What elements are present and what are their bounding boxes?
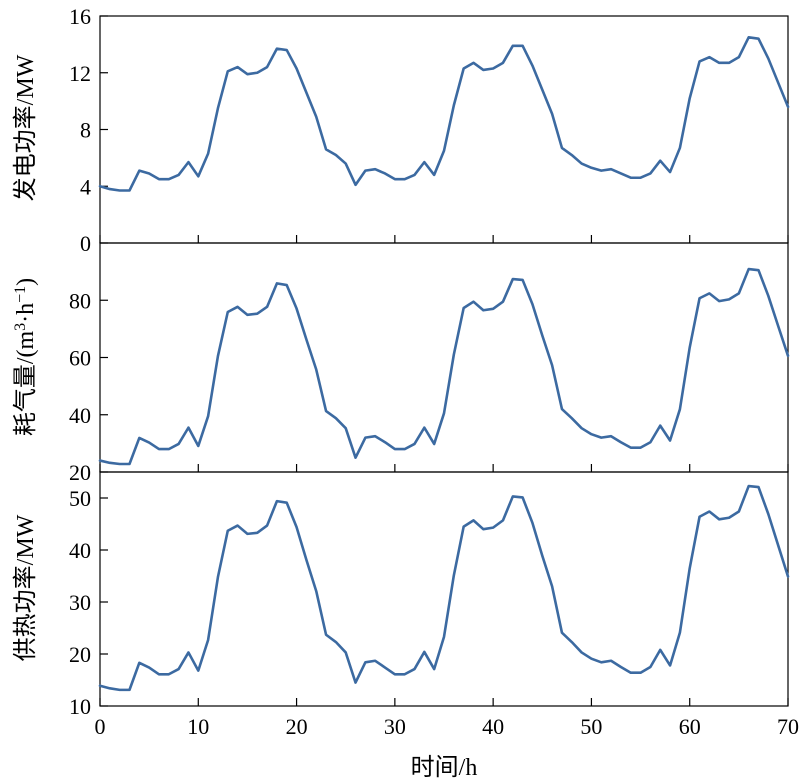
- y-tick-label: 12: [69, 61, 91, 86]
- y-tick-label: 4: [80, 174, 91, 199]
- x-tick-label: 40: [482, 714, 504, 739]
- gas-consumption-ylabel: 耗气量/(m3·h−1): [12, 278, 40, 436]
- x-tick-label: 20: [286, 714, 308, 739]
- y-tick-label: 20: [69, 460, 91, 485]
- x-axis-label: 时间/h: [411, 754, 478, 781]
- panel-frame: [99, 242, 789, 473]
- y-tick-label: 80: [69, 288, 91, 313]
- y-tick-label: 20: [69, 642, 91, 667]
- y-tick-label: 0: [80, 231, 91, 256]
- gas-consumption-panel: 耗气量/(m3·h−1) 20 40 60 80: [12, 242, 790, 485]
- heat-supply-ylabel: 供热功率/MW: [12, 514, 39, 661]
- series-line: [98, 267, 790, 466]
- y-tick-label: 8: [80, 118, 91, 143]
- panel-frame: [99, 471, 789, 707]
- y-tick-label: 40: [69, 538, 91, 563]
- y-tick-label: 10: [69, 694, 91, 719]
- y-tick-label: 50: [69, 486, 91, 511]
- y-tick-label: 16: [69, 4, 91, 29]
- y-tick-label: 30: [69, 590, 91, 615]
- power-generation-panel: 发电功率/MW 0 4 8 12 16: [12, 4, 790, 256]
- x-tick-label: 50: [580, 714, 602, 739]
- power-generation-ylabel: 发电功率/MW: [12, 54, 39, 201]
- y-tick-label: 60: [69, 346, 91, 371]
- x-tick-label: 0: [95, 714, 106, 739]
- x-tick-label: 30: [384, 714, 406, 739]
- series-line: [98, 35, 790, 192]
- x-tick-label: 70: [777, 714, 799, 739]
- y-tick-label: 40: [69, 403, 91, 428]
- series-line: [98, 484, 790, 692]
- x-tick-label: 60: [679, 714, 701, 739]
- x-tick-label: 10: [187, 714, 209, 739]
